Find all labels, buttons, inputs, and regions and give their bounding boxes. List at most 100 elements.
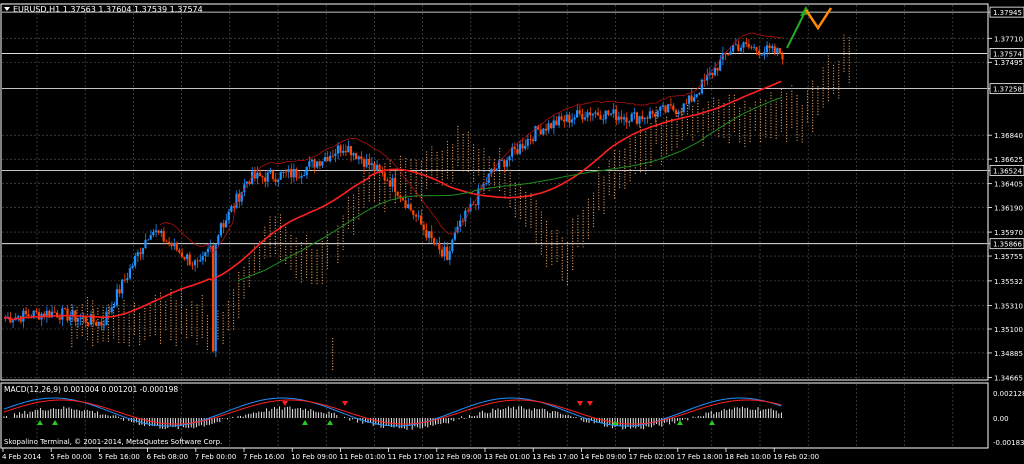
- cloud-dot: [472, 147, 475, 149]
- cloud-dot: [733, 97, 736, 99]
- cloud-dot: [347, 211, 349, 213]
- cloud-dot: [843, 37, 845, 39]
- cloud-dot: [112, 317, 115, 320]
- candle-body: [271, 170, 274, 179]
- cloud-dot: [478, 157, 480, 159]
- cloud-dot: [718, 102, 720, 104]
- cloud-dot: [259, 246, 261, 248]
- cloud-dot: [655, 137, 657, 139]
- cloud-dot: [295, 246, 297, 248]
- cloud-dot: [572, 238, 574, 240]
- candle-body: [615, 109, 618, 121]
- cloud-dot: [587, 229, 589, 231]
- cloud-dot: [786, 101, 788, 103]
- ichimoku-cloud: [71, 34, 850, 370]
- dropdown-triangle-icon[interactable]: [4, 7, 10, 11]
- main-chart-area[interactable]: [0, 3, 989, 381]
- candle-body: [297, 177, 300, 179]
- cloud-dot: [180, 298, 182, 300]
- cloud-dot: [97, 307, 99, 310]
- cloud-dot: [159, 295, 162, 297]
- candle-body: [149, 235, 152, 240]
- cloud-dot: [86, 308, 89, 310]
- cloud-dot: [238, 305, 240, 307]
- cloud-dot: [191, 332, 193, 334]
- cloud-dot: [827, 99, 829, 102]
- cloud-dot: [718, 118, 720, 121]
- cloud-dot: [139, 318, 141, 321]
- cloud-dot: [384, 163, 386, 165]
- cloud-dot: [530, 196, 532, 198]
- candle-body: [300, 175, 303, 178]
- cloud-dot: [843, 67, 845, 70]
- cloud-dot: [133, 302, 136, 305]
- cloud-dot: [770, 106, 772, 108]
- cloud-dot: [467, 137, 469, 139]
- candle-body: [768, 45, 771, 49]
- cloud-dot: [170, 305, 172, 307]
- cloud-dot: [259, 266, 261, 268]
- cloud-dot: [566, 264, 569, 266]
- cloud-dot: [337, 247, 339, 250]
- cloud-dot: [337, 231, 339, 233]
- cloud-dot: [796, 117, 798, 119]
- cloud-dot: [379, 191, 381, 193]
- cloud-dot: [352, 227, 355, 230]
- cloud-dot: [264, 257, 266, 259]
- candle-body: [422, 224, 425, 230]
- cloud-dot: [436, 174, 438, 176]
- cloud-dot: [650, 150, 652, 153]
- candle-body: [771, 46, 774, 49]
- cloud-dot: [139, 316, 141, 318]
- cloud-dot: [415, 184, 417, 186]
- cloud-dot: [712, 114, 715, 116]
- cloud-dot: [306, 268, 308, 270]
- cloud-dot: [295, 273, 297, 276]
- cloud-dot: [467, 167, 469, 170]
- macd-buy-arrow-icon: [709, 420, 715, 425]
- cloud-dot: [739, 141, 741, 143]
- cloud-dot: [426, 156, 428, 159]
- candle-body: [739, 47, 742, 51]
- cloud-dot: [316, 252, 318, 254]
- cloud-dot: [306, 257, 308, 259]
- cloud-dot: [582, 243, 584, 245]
- candle-body: [451, 239, 454, 252]
- cloud-dot: [566, 253, 569, 255]
- macd-panel[interactable]: [0, 382, 989, 449]
- cloud-dot: [191, 315, 193, 317]
- macd-axis-label: -0.001838: [993, 439, 1024, 447]
- price-axis[interactable]: 1.379451.377101.374951.372581.368401.366…: [988, 6, 1024, 382]
- cloud-dot: [269, 255, 271, 257]
- cloud-dot: [780, 111, 782, 113]
- cloud-dot: [306, 251, 308, 253]
- candle-body: [682, 103, 685, 113]
- cloud-dot: [102, 337, 104, 339]
- cloud-dot: [728, 122, 730, 124]
- cloud-dot: [379, 180, 381, 182]
- candle-body: [609, 113, 612, 115]
- cloud-dot: [118, 333, 120, 335]
- cloud-dot: [431, 174, 433, 176]
- cloud-dot: [848, 51, 850, 53]
- cloud-dot: [786, 112, 788, 114]
- cloud-dot: [634, 142, 636, 144]
- cloud-dot: [410, 162, 412, 164]
- cloud-dot: [180, 312, 182, 314]
- cloud-dot: [222, 314, 224, 316]
- cloud-dot: [311, 260, 313, 262]
- cloud-dot: [645, 164, 647, 166]
- cloud-dot: [462, 139, 464, 141]
- cloud-dot: [462, 142, 464, 144]
- cloud-dot: [243, 280, 245, 282]
- cloud-dot: [165, 326, 167, 328]
- cloud-dot: [274, 216, 276, 218]
- price-level-tag-label: 1.37945: [993, 9, 1022, 17]
- cloud-dot: [686, 105, 689, 107]
- cloud-dot: [702, 125, 704, 127]
- time-axis[interactable]: 4 Feb 2014 5 Feb 00:00 5 Feb 16:00 6 Feb 08…: [2, 448, 819, 461]
- cloud-dot: [201, 297, 203, 300]
- candle-body: [404, 200, 407, 208]
- macd-buy-arrow-icon: [52, 420, 58, 425]
